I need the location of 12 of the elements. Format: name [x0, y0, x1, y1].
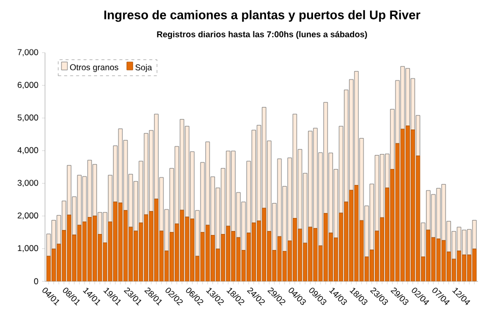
- y-tick-label: 4,000: [17, 147, 38, 154]
- y-tick-label: 1,000: [18, 245, 38, 252]
- y-tick-label: 7,000: [18, 49, 38, 56]
- y-tick-label: 2,000: [18, 212, 38, 220]
- legend-label: Otros granos: [70, 64, 118, 72]
- legend-label: Soja: [135, 64, 152, 72]
- y-tick-label: 5,000: [18, 114, 38, 122]
- y-tick-label: 6,000: [18, 82, 38, 89]
- y-tick-label: 0: [34, 278, 38, 284]
- y-tick-label: 3,000: [18, 180, 38, 187]
- chart-subtitle: Registros diarios hasta las 7:00hs (lunes a sábados): [157, 30, 367, 39]
- chart-title: Ingreso de camiones a plantas y puertos del Up River: [104, 10, 420, 22]
